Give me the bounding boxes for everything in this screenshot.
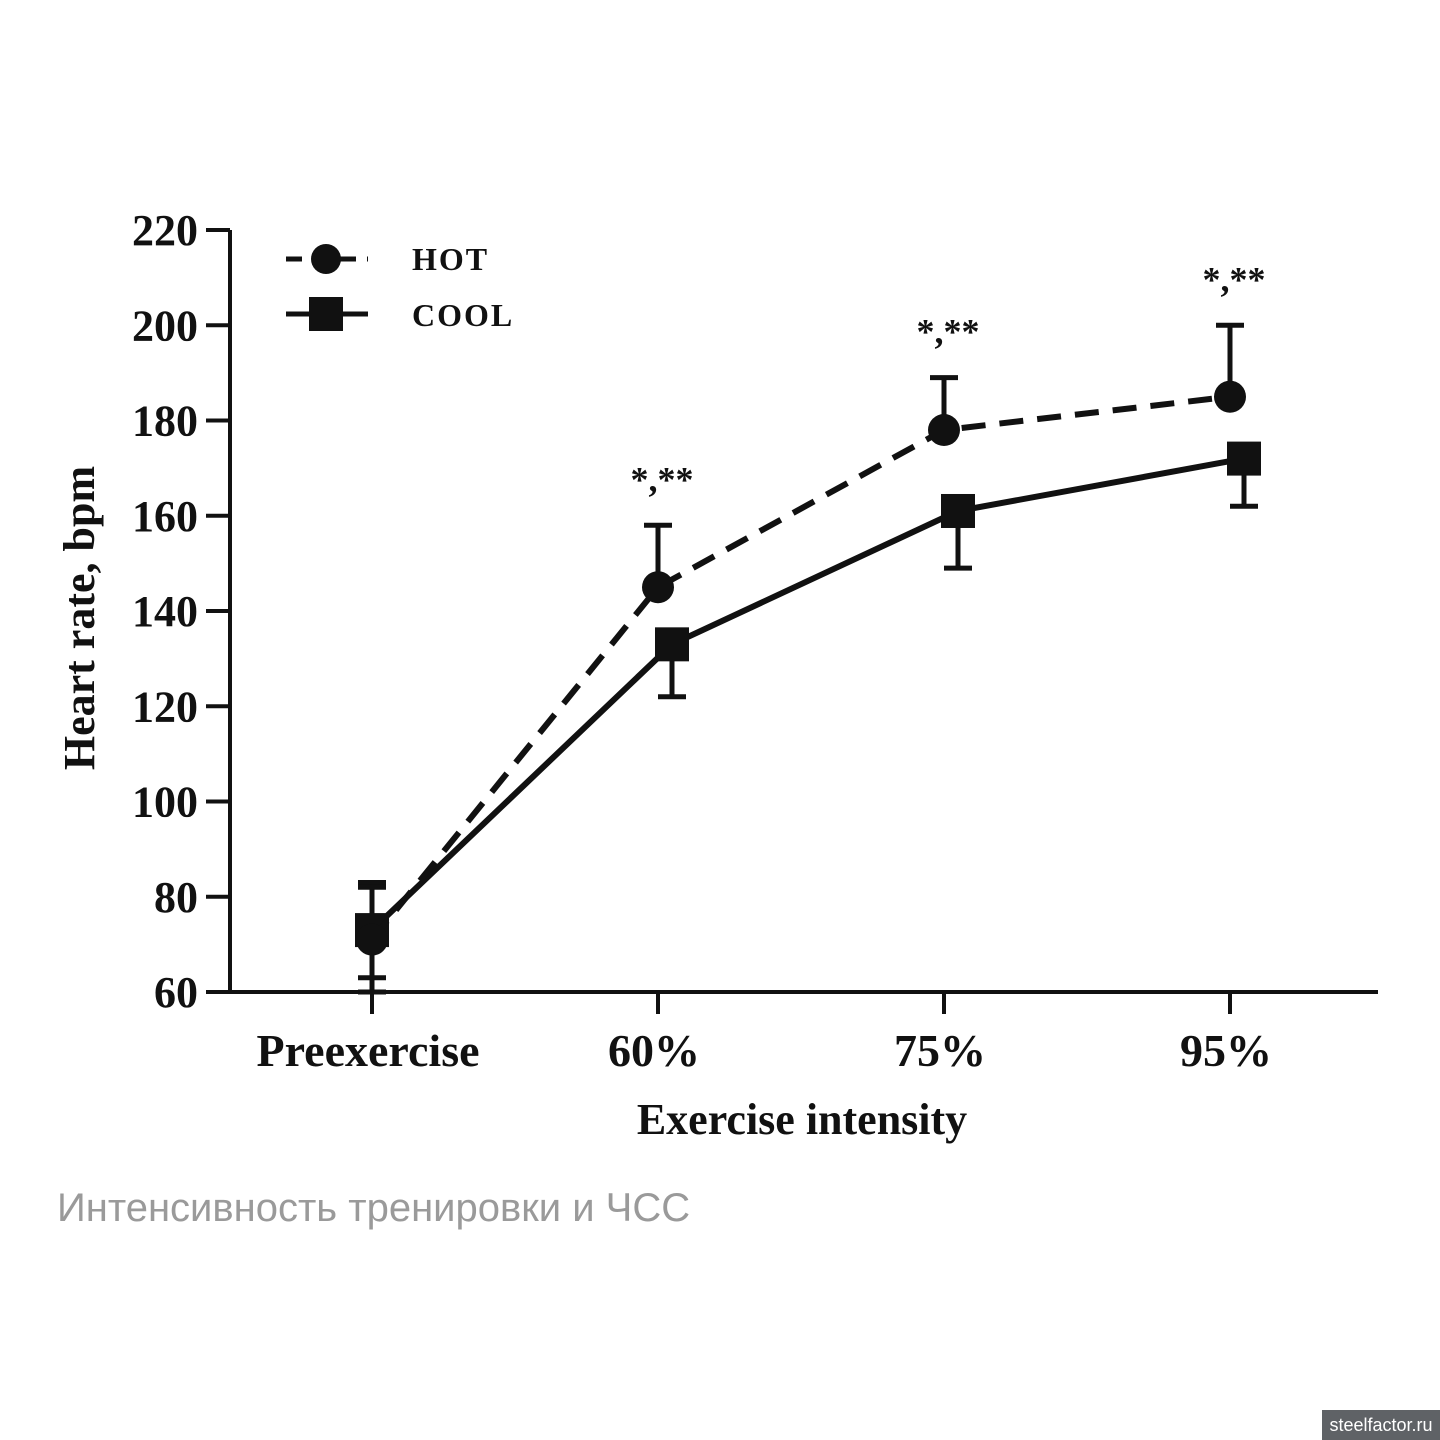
legend-cool-label: COOL bbox=[412, 297, 514, 333]
y-tick-label: 80 bbox=[154, 873, 198, 922]
y-tick-label: 140 bbox=[132, 587, 198, 636]
x-tick-label: 95% bbox=[1180, 1025, 1272, 1076]
series-line-cool bbox=[369, 455, 1245, 933]
heart-rate-chart: 60 80 100 120 140 160 180 200 220 Preexercise 60%… bbox=[55, 206, 1378, 1144]
series-line-hot bbox=[369, 393, 1231, 942]
x-tick-label: 60% bbox=[608, 1025, 700, 1076]
data-point-cool bbox=[941, 493, 975, 528]
series-hot bbox=[356, 322, 1246, 995]
y-tick-label: 120 bbox=[132, 682, 198, 731]
legend-hot-label: HOT bbox=[412, 241, 489, 277]
figure-caption: Интенсивность тренировки и ЧСС bbox=[57, 1186, 691, 1230]
legend-hot-marker bbox=[311, 244, 341, 274]
axes bbox=[228, 230, 1378, 994]
x-ticks: Preexercise 60% 75% 95% bbox=[256, 992, 1272, 1076]
y-ticks: 60 80 100 120 140 160 180 200 220 bbox=[132, 206, 230, 1017]
y-tick-label: 180 bbox=[132, 397, 198, 446]
x-tick-label: Preexercise bbox=[256, 1025, 479, 1076]
y-tick-label: 160 bbox=[132, 492, 198, 541]
significance-annotation: *,** bbox=[917, 312, 980, 352]
significance-annotation: *,** bbox=[1203, 259, 1266, 299]
annotations: *,** *,** *,** bbox=[631, 259, 1266, 499]
data-point-hot bbox=[356, 923, 388, 956]
data-point-cool bbox=[1227, 441, 1261, 476]
data-point-cool bbox=[655, 627, 689, 662]
watermark-badge: steelfactor.ru bbox=[1322, 1410, 1440, 1440]
legend: HOT COOL bbox=[286, 241, 514, 333]
legend-cool-marker bbox=[309, 297, 343, 331]
series-layer bbox=[355, 322, 1261, 995]
x-tick-label: 75% bbox=[894, 1025, 986, 1076]
y-tick-label: 220 bbox=[132, 206, 198, 255]
data-point-hot bbox=[642, 571, 674, 604]
y-tick-label: 60 bbox=[154, 968, 198, 1017]
x-axis-title: Exercise intensity bbox=[637, 1095, 967, 1144]
significance-annotation: *,** bbox=[631, 459, 694, 499]
chart-area: 60 80 100 120 140 160 180 200 220 Preexercise 60%… bbox=[55, 206, 1378, 1144]
y-tick-label: 200 bbox=[132, 301, 198, 350]
data-point-hot bbox=[1214, 380, 1246, 413]
y-tick-label: 100 bbox=[132, 778, 198, 827]
data-point-hot bbox=[928, 414, 960, 447]
series-cool bbox=[355, 441, 1261, 981]
y-axis-title: Heart rate, bpm bbox=[55, 466, 104, 770]
